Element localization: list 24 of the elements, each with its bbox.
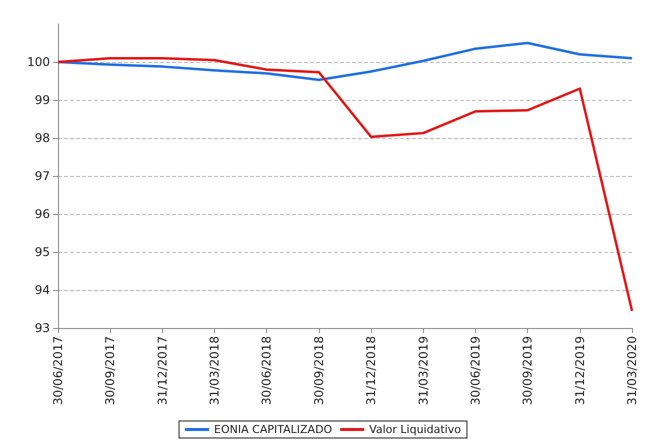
y-tick-label: 94 [34, 283, 50, 297]
y-tick-label: 99 [34, 93, 50, 107]
legend-label: EONIA CAPITALIZADO [214, 423, 333, 436]
y-tick-label: 98 [34, 131, 50, 145]
x-tick-label: 31/12/2019 [572, 336, 587, 406]
x-tick-label: 30/09/2018 [312, 336, 326, 406]
y-tick-label: 95 [34, 245, 50, 259]
x-tick-label: 30/09/2017 [103, 336, 118, 406]
x-tick-label: 30/06/2019 [468, 336, 482, 406]
y-tick-label: 97 [34, 169, 50, 183]
x-tick-label: 30/09/2019 [520, 336, 535, 406]
line-series [56, 42, 634, 82]
x-tick-label: 31/12/2017 [155, 336, 170, 406]
x-tick-label: 31/03/2019 [416, 336, 430, 406]
line-series [56, 56, 634, 312]
y-tick-label: 100 [27, 55, 50, 69]
legend-label: Valor Liquidativo [369, 423, 462, 436]
x-tick-label: 30/06/2017 [51, 336, 65, 406]
x-tick-label: 31/03/2020 [625, 336, 639, 406]
y-tick-label: 96 [34, 207, 50, 221]
x-tick-label: 31/12/2018 [364, 336, 378, 406]
y-tick-label: 93 [34, 321, 50, 335]
x-tick-label: 30/06/2018 [260, 336, 274, 406]
x-tick-label: 31/03/2018 [208, 336, 222, 406]
